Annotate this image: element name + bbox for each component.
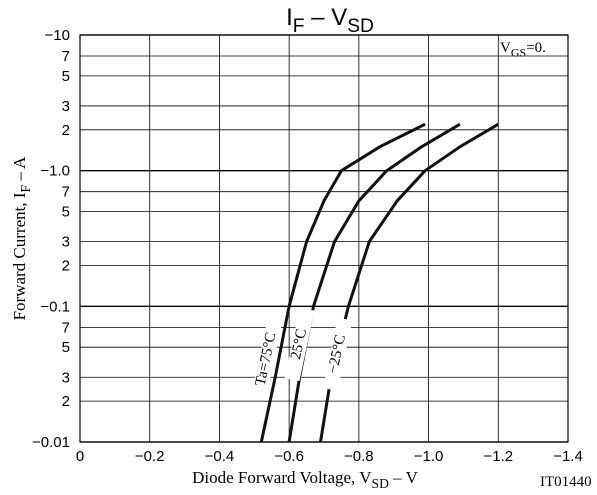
plot-frame <box>79 34 569 443</box>
y-axis-label-part: Forward Current, I <box>10 192 29 320</box>
label-backdrop <box>284 307 315 382</box>
chart-title-part: – V <box>305 4 348 31</box>
x-tick-label: −0.6 <box>274 448 304 465</box>
y-tick-label: 5 <box>62 339 70 356</box>
annotation-part: GS <box>511 46 526 60</box>
y-tick-label: 7 <box>62 48 70 65</box>
x-tick-label: −1.0 <box>414 448 444 465</box>
y-tick-label: 7 <box>62 184 70 201</box>
label-backdrop <box>251 322 282 397</box>
x-tick-label: −0.4 <box>205 448 235 465</box>
x-tick-label: 0 <box>76 448 84 465</box>
figure-code: IT01440 <box>540 474 592 490</box>
curve <box>319 122 500 443</box>
y-tick-label: 3 <box>62 234 70 251</box>
x-tick-label: −1.4 <box>553 448 583 465</box>
y-tick-label: 5 <box>62 204 70 221</box>
x-axis-label-part: SD <box>372 476 390 491</box>
y-tick-label: 3 <box>62 98 70 115</box>
chart-title-part: I <box>286 4 293 31</box>
y-tick-label: −0.1 <box>40 298 70 315</box>
x-tick-label: −1.2 <box>483 448 513 465</box>
y-tick-label: 2 <box>62 393 70 410</box>
annotation-part: =0. <box>526 40 546 56</box>
curve <box>259 122 426 443</box>
y-tick-label: −0.01 <box>32 434 70 451</box>
x-tick-label: −0.2 <box>135 448 165 465</box>
x-axis-label-part: Diode Forward Voltage, V <box>192 468 372 487</box>
y-tick-label: −1.0 <box>40 163 70 180</box>
y-axis-label-part: – A <box>10 156 29 185</box>
chart-title-part: SD <box>347 16 374 37</box>
label-backdrop <box>322 317 353 392</box>
x-axis-label: Diode Forward Voltage, VSD – V <box>192 468 419 491</box>
y-tick-label: −10 <box>45 27 70 44</box>
chart-title: IF – VSD <box>286 4 374 37</box>
series-label: −25°C <box>325 333 349 375</box>
y-tick-label: 5 <box>62 68 70 85</box>
y-tick-label: 7 <box>62 319 70 336</box>
y-tick-label: 2 <box>62 122 70 139</box>
x-tick-label: −0.8 <box>344 448 374 465</box>
chart-title-part: F <box>293 16 305 37</box>
y-axis-label-part: F <box>18 184 33 192</box>
y-axis-label: Forward Current, IF – A <box>10 156 33 321</box>
series-label: 25°C <box>288 327 310 361</box>
curve <box>287 122 461 443</box>
x-axis-label-part: – V <box>389 468 419 487</box>
y-tick-label: 2 <box>62 257 70 274</box>
annotation: VGS=0. <box>500 40 546 60</box>
y-tick-label: 3 <box>62 369 70 386</box>
annotation-part: V <box>500 40 511 56</box>
